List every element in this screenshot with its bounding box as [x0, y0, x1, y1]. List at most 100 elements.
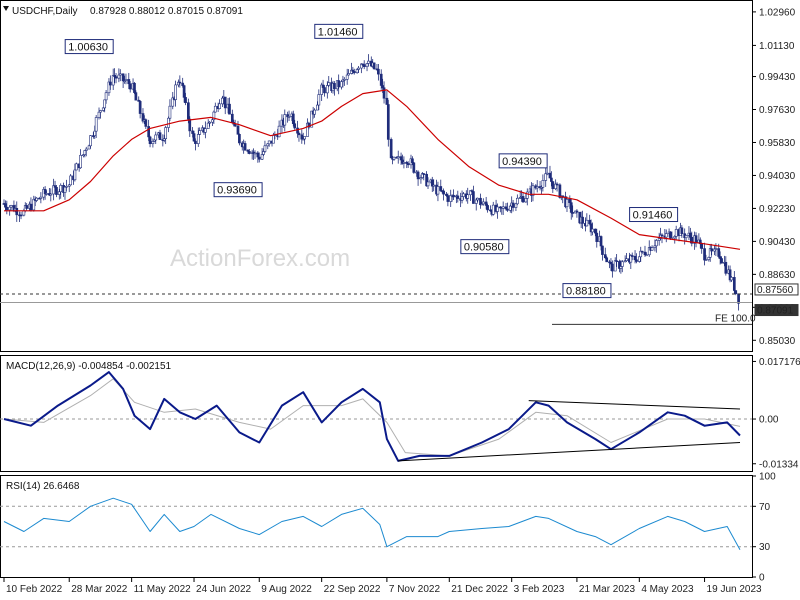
annotation-label: 1.00630 — [68, 42, 108, 54]
candle-body — [525, 191, 529, 199]
price-header: USDCHF,Daily 0.87928 0.88012 0.87015 0.8… — [3, 6, 243, 17]
candle-body — [516, 197, 519, 205]
candle-body — [327, 82, 331, 86]
date-tick-label: 24 Jun 2022 — [196, 584, 251, 595]
candle-body — [57, 191, 61, 195]
candle-body — [605, 257, 609, 263]
rsi-line — [3, 497, 741, 550]
candle-body — [436, 186, 440, 195]
price-tick-label: 0.97630 — [759, 105, 796, 116]
candle-body — [734, 290, 738, 295]
candle-body — [144, 119, 148, 127]
candle-body — [511, 202, 515, 208]
rsi-panel-frame — [0, 475, 753, 578]
candle-body — [486, 205, 489, 211]
candle-body — [379, 73, 383, 86]
candle-body — [640, 250, 644, 253]
macd-plot: 0.017176 0.00 -0.01334 — [0, 357, 800, 470]
candle-body — [412, 162, 416, 173]
date-tick-label: 19 Jun 2023 — [707, 584, 762, 595]
rsi-tick-label: 0 — [759, 573, 765, 584]
candle-body — [591, 228, 594, 233]
candle-body — [504, 206, 508, 210]
macd-tick-label: 0.00 — [759, 415, 779, 426]
candle-body — [615, 260, 618, 262]
candle-body — [29, 203, 33, 211]
candle-body — [59, 184, 63, 193]
price-tick-label: 1.01130 — [759, 41, 795, 52]
candle-body — [109, 81, 112, 86]
candle-body — [218, 103, 221, 109]
price-tick-label: 0.94030 — [759, 171, 796, 182]
candle-body — [181, 82, 185, 86]
candle-body — [426, 181, 430, 187]
candle-body — [208, 121, 211, 124]
candle-body — [514, 203, 518, 208]
annotation-label: 0.93690 — [217, 185, 257, 197]
candle-body — [611, 263, 614, 272]
candle-body — [148, 136, 152, 145]
candle-body — [399, 156, 403, 161]
candle-body — [25, 205, 29, 209]
rsi-tick-label: 100 — [759, 472, 776, 483]
candle-body — [484, 201, 488, 206]
candle-body — [211, 119, 214, 123]
candle-body — [213, 105, 217, 113]
candle-body — [506, 208, 509, 211]
candle-body — [571, 212, 575, 214]
candle-body — [316, 104, 319, 111]
annotation-box — [562, 283, 612, 299]
candle-body — [243, 143, 247, 151]
candle-body — [575, 210, 579, 213]
annotation-box — [629, 207, 679, 223]
date-tick-label: 10 Feb 2022 — [6, 584, 63, 595]
candle-body — [69, 175, 73, 186]
candle-body — [300, 134, 304, 140]
candle-body — [306, 122, 309, 137]
candle-body — [650, 247, 654, 251]
candle-body — [694, 235, 698, 243]
candle-body — [474, 199, 478, 204]
candle-body — [690, 237, 694, 244]
date-tick-label: 21 Mar 2023 — [579, 584, 636, 595]
candle-body — [466, 194, 470, 199]
candle-body — [206, 122, 210, 129]
candle-body — [320, 84, 324, 95]
candle-body — [79, 154, 82, 169]
candle-body — [277, 125, 281, 138]
candle-body — [365, 63, 369, 68]
price-label: 0.87560 — [757, 285, 794, 296]
candle-body — [204, 128, 207, 133]
candle-body — [496, 206, 499, 212]
candle-body — [187, 102, 190, 120]
candle-body — [293, 123, 297, 129]
candle-body — [352, 71, 356, 74]
candle-body — [15, 208, 19, 216]
candle-body — [588, 219, 592, 225]
candle-body — [568, 199, 572, 203]
candle-body — [664, 233, 668, 238]
candle-body — [700, 243, 704, 249]
candle-body — [406, 163, 410, 166]
candle-body — [272, 134, 275, 144]
candle-body — [718, 256, 722, 259]
price-tick-label: 0.90430 — [759, 237, 796, 248]
candle-body — [212, 111, 216, 121]
candle-body — [236, 125, 240, 135]
candle-body — [704, 259, 708, 261]
candle-body — [724, 261, 728, 274]
candle-body — [637, 256, 641, 262]
candle-body — [158, 132, 162, 140]
candle-body — [545, 172, 549, 175]
price-tick-label: 1.02960 — [759, 7, 796, 18]
candle-body — [65, 185, 68, 188]
candle-body — [737, 293, 740, 304]
candle-body — [168, 105, 172, 119]
candle-body — [544, 173, 548, 181]
annotation-label: 0.88180 — [566, 286, 606, 298]
candle-body — [389, 139, 393, 159]
candle-body — [97, 111, 101, 118]
candle-body — [710, 248, 713, 252]
candle-body — [654, 240, 658, 247]
candle-body — [196, 134, 200, 144]
